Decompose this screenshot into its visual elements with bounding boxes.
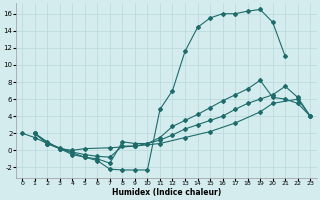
X-axis label: Humidex (Indice chaleur): Humidex (Indice chaleur) (112, 188, 221, 197)
